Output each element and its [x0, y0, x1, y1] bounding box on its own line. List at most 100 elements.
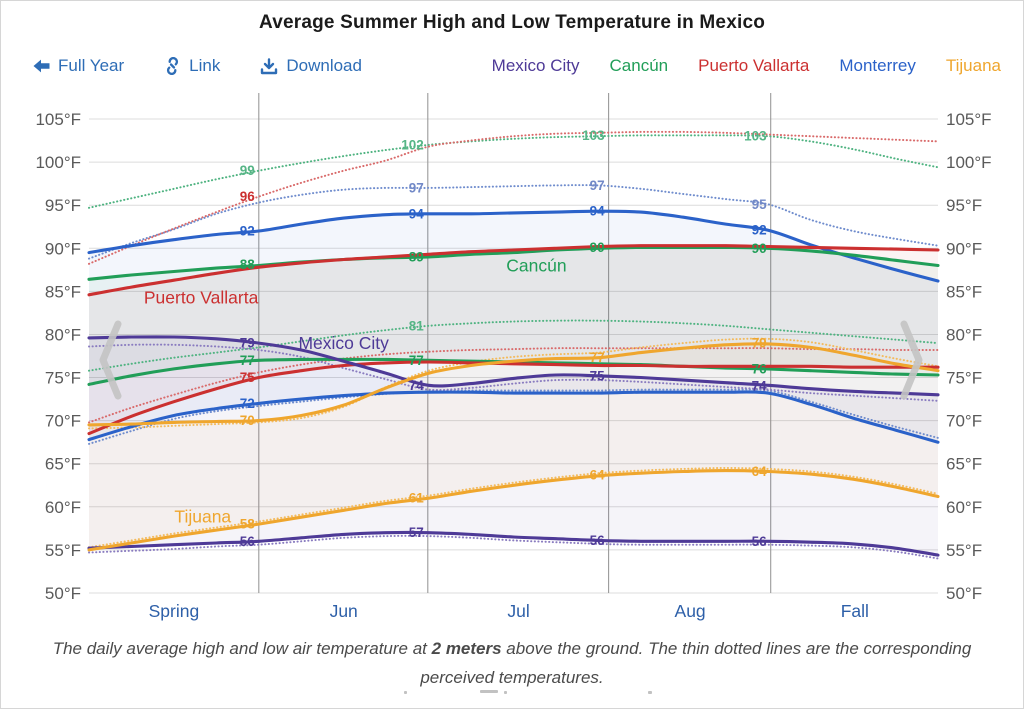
value-label-56: 56	[240, 534, 256, 549]
value-label-88: 88	[240, 257, 256, 272]
x-label-jul: Jul	[507, 601, 529, 621]
value-label-103: 103	[744, 129, 767, 144]
cut-off-content	[404, 691, 407, 694]
y-tick-right-50: 50°F	[946, 584, 982, 603]
value-label-90: 90	[752, 241, 767, 256]
city-label-mexico-city: Mexico City	[298, 333, 389, 353]
x-label-jun: Jun	[330, 601, 358, 621]
chart-caption: The daily average high and low air tempe…	[51, 634, 973, 692]
line-mexico-city-low	[87, 530, 940, 557]
value-label-92: 92	[240, 224, 255, 239]
line-tijuana-low	[87, 469, 940, 552]
y-tick-right-85: 85°F	[946, 282, 982, 301]
value-label-72: 72	[240, 396, 255, 411]
value-label-64: 64	[752, 464, 768, 479]
y-tick-left-105: 105°F	[35, 110, 81, 129]
value-label-94: 94	[590, 204, 606, 219]
line-tijuana-high	[87, 342, 940, 427]
legend-monterrey[interactable]: Monterrey	[839, 56, 916, 75]
value-label-56: 56	[752, 534, 768, 549]
value-label-75: 75	[240, 370, 256, 385]
value-label-79: 79	[752, 336, 767, 351]
y-tick-right-75: 75°F	[946, 369, 982, 388]
value-label-74: 74	[409, 378, 425, 393]
value-label-102: 102	[401, 137, 424, 152]
band-monterrey	[89, 211, 938, 443]
y-tick-right-55: 55°F	[946, 541, 982, 560]
y-tick-right-100: 100°F	[946, 153, 992, 172]
value-label-61: 61	[409, 491, 425, 506]
legend-cancun[interactable]: Cancún	[609, 56, 669, 75]
previous-period-arrow[interactable]	[93, 315, 127, 405]
value-label-77: 77	[240, 353, 255, 368]
city-legend: Mexico City Cancún Puerto Vallarta Monte…	[492, 56, 1001, 76]
line-cancun-perceived-high	[88, 134, 939, 209]
y-tick-left-95: 95°F	[45, 196, 81, 215]
cut-off-content	[504, 691, 507, 694]
y-tick-right-70: 70°F	[946, 412, 982, 431]
y-tick-left-85: 85°F	[45, 282, 81, 301]
line-tijuana-perceived-low	[88, 466, 939, 549]
value-label-99: 99	[240, 163, 255, 178]
link-button[interactable]: Link	[164, 56, 220, 76]
y-tick-left-50: 50°F	[45, 584, 81, 603]
value-label-96: 96	[240, 189, 256, 204]
value-label-79: 79	[240, 336, 255, 351]
caption-text: The daily average high and low air tempe…	[52, 639, 432, 658]
value-label-57: 57	[409, 525, 424, 540]
line-tijuana-perceived-high	[88, 337, 939, 430]
caption-emphasis: 2 meters	[431, 639, 502, 658]
value-label-77: 77	[590, 350, 605, 365]
download-label: Download	[286, 56, 362, 75]
x-label-fall: Fall	[841, 601, 869, 621]
y-tick-left-70: 70°F	[45, 412, 81, 431]
value-label-81: 81	[409, 318, 425, 333]
y-tick-left-65: 65°F	[45, 455, 81, 474]
y-tick-left-60: 60°F	[45, 498, 81, 517]
page-title: Average Summer High and Low Temperature …	[258, 12, 766, 33]
line-puerto-vallarta-perceived-high	[88, 130, 939, 265]
value-label-103: 103	[582, 128, 605, 143]
full-year-button[interactable]: Full Year	[31, 56, 124, 76]
download-button[interactable]: Download	[260, 56, 362, 76]
value-label-76: 76	[752, 361, 768, 376]
band-tijuana	[89, 343, 938, 550]
full-year-label: Full Year	[58, 56, 125, 75]
y-tick-left-90: 90°F	[45, 239, 81, 258]
city-label-canc-n: Cancún	[506, 256, 566, 276]
y-tick-right-105: 105°F	[946, 110, 992, 129]
value-label-97: 97	[409, 180, 424, 195]
line-mexico-city-high	[87, 335, 940, 397]
value-label-89: 89	[409, 249, 424, 264]
legend-tijuana[interactable]: Tijuana	[945, 56, 1001, 75]
line-cancun-high	[87, 245, 940, 281]
value-label-94: 94	[409, 206, 425, 221]
value-label-74: 74	[752, 379, 768, 394]
value-label-97: 97	[590, 178, 605, 193]
value-label-58: 58	[240, 517, 256, 532]
y-tick-left-80: 80°F	[45, 326, 81, 345]
legend-puerto-vallarta[interactable]: Puerto Vallarta	[698, 56, 810, 75]
chevron-right-icon	[895, 320, 929, 408]
y-tick-right-95: 95°F	[946, 196, 982, 215]
next-period-arrow[interactable]	[895, 315, 929, 405]
y-tick-left-75: 75°F	[45, 369, 81, 388]
chevron-left-icon	[93, 320, 127, 408]
value-label-77: 77	[409, 353, 424, 368]
line-monterrey-high	[87, 209, 940, 283]
link-icon	[164, 57, 181, 75]
y-tick-left-100: 100°F	[35, 153, 81, 172]
value-label-75: 75	[590, 368, 606, 383]
city-label-tijuana: Tijuana	[174, 506, 231, 526]
y-tick-right-80: 80°F	[946, 326, 982, 345]
value-label-92: 92	[752, 223, 767, 238]
legend-mexico-city[interactable]: Mexico City	[491, 56, 580, 75]
y-tick-right-65: 65°F	[946, 455, 982, 474]
cut-off-content	[480, 690, 498, 693]
value-label-56: 56	[590, 533, 606, 548]
link-label: Link	[189, 56, 221, 75]
cut-off-content	[648, 691, 652, 694]
value-label-95: 95	[752, 197, 768, 212]
y-tick-right-90: 90°F	[946, 239, 982, 258]
